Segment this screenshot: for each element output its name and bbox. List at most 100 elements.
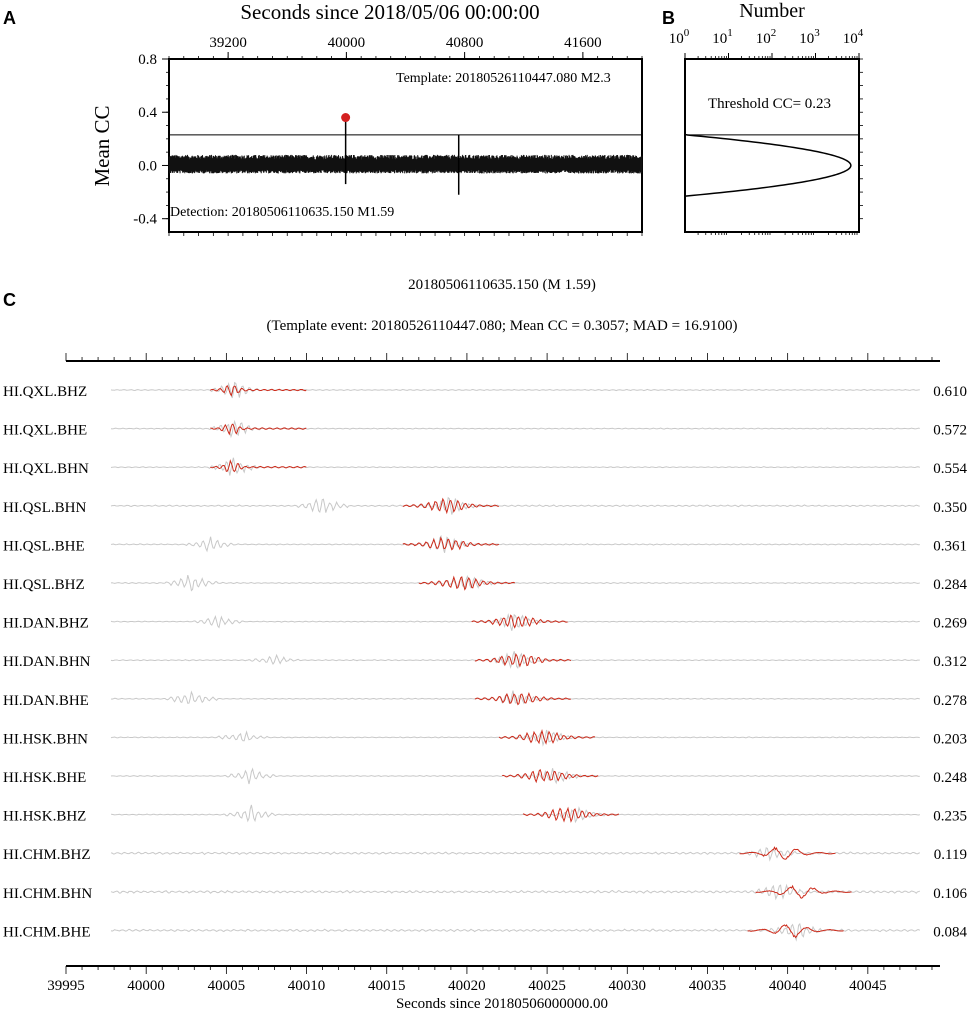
trace-row: HI.CHM.BHE 0.084 <box>3 922 968 942</box>
station-label: HI.QSL.BHZ <box>3 577 85 593</box>
continuous-waveform <box>110 651 920 670</box>
template-waveform <box>474 692 572 706</box>
trace-row: HI.QXL.BHZ 0.610 <box>3 381 967 400</box>
panel-c-xtick-label: 40030 <box>609 978 647 994</box>
panel-c-xtick-label: 40025 <box>528 978 566 994</box>
panel-c-xtick-label: 40000 <box>127 978 165 994</box>
trace-row: HI.QSL.BHN 0.350 <box>3 496 967 516</box>
panel-a-xtick-label: 41600 <box>564 35 602 51</box>
template-waveform <box>522 806 620 823</box>
panel-a-xtick-label: 40800 <box>446 35 484 51</box>
cc-value: 0.278 <box>933 693 967 709</box>
panel-a-title: Seconds since 2018/05/06 00:00:00 <box>240 0 539 24</box>
trace-row: HI.DAN.BHE 0.278 <box>3 690 967 709</box>
panel-b-xtick-label: 100 <box>669 27 690 47</box>
continuous-waveform <box>110 804 920 824</box>
station-label: HI.QSL.BHE <box>3 538 85 554</box>
station-label: HI.HSK.BHE <box>3 770 86 786</box>
panel-label-b: B <box>662 8 675 28</box>
template-waveform <box>502 768 599 784</box>
continuous-waveform <box>110 883 920 901</box>
template-waveform <box>418 575 516 591</box>
continuous-waveform <box>110 847 921 862</box>
cc-value: 0.106 <box>933 886 967 902</box>
cc-value: 0.203 <box>933 731 967 747</box>
template-waveform <box>747 924 844 939</box>
cc-value: 0.610 <box>933 384 967 400</box>
cc-value: 0.572 <box>933 423 967 439</box>
panel-a-ytick-label: -0.4 <box>133 212 157 228</box>
panel-label-a: A <box>3 8 16 28</box>
trace-row: HI.DAN.BHN 0.312 <box>3 651 967 670</box>
panel-label-c: C <box>3 290 16 310</box>
panel-a-ytick-label: 0.4 <box>138 105 157 121</box>
panel-c-xtick-label: 40035 <box>689 978 727 994</box>
station-label: HI.CHM.BHN <box>3 886 92 902</box>
cc-value: 0.554 <box>933 461 967 477</box>
trace-row: HI.QSL.BHZ 0.284 <box>3 574 968 593</box>
cc-distribution-curve <box>684 114 852 213</box>
continuous-waveform <box>110 496 920 515</box>
panel-b-xtick-label: 102 <box>756 27 777 47</box>
panel-a-ticks: 39200 40000 40800 41600 0.8 0.4 0.0 -0.4 <box>133 35 643 236</box>
trace-row: HI.DAN.BHZ 0.269 <box>3 613 967 632</box>
panel-c-subtitle: (Template event: 20180526110447.080; Mea… <box>266 318 737 334</box>
panel-b-xtick-label: 101 <box>712 27 733 47</box>
cc-value: 0.361 <box>933 538 967 554</box>
continuous-waveform <box>110 419 920 439</box>
trace-row: HI.CHM.BHZ 0.119 <box>3 846 967 863</box>
trace-row: HI.QXL.BHE 0.572 <box>3 419 967 439</box>
panel-c-xlabel: Seconds since 20180506000000.00 <box>396 996 608 1012</box>
station-label: HI.HSK.BHZ <box>3 809 86 825</box>
template-waveform <box>402 497 499 515</box>
trace-row: HI.QXL.BHN 0.554 <box>3 457 968 477</box>
continuous-waveform <box>110 534 920 553</box>
panel-c-xtick-label: 40045 <box>849 978 887 994</box>
cc-value: 0.269 <box>933 616 967 632</box>
station-label: HI.QSL.BHN <box>3 500 87 516</box>
trace-row: HI.CHM.BHN 0.106 <box>3 883 968 902</box>
continuous-waveform <box>110 613 920 631</box>
continuous-waveform <box>110 922 921 942</box>
panel-c-xtick-label: 40015 <box>368 978 406 994</box>
station-label: HI.QXL.BHZ <box>3 384 87 400</box>
template-waveform <box>402 536 500 551</box>
continuous-waveform <box>110 381 920 399</box>
continuous-waveform <box>110 690 920 705</box>
threshold-label: Threshold CC= 0.23 <box>708 96 831 112</box>
cc-value: 0.119 <box>934 847 967 863</box>
station-label: HI.DAN.BHZ <box>3 616 89 632</box>
panel-b-frame <box>684 58 860 233</box>
cc-noise-trace <box>168 154 643 174</box>
detection-marker <box>341 113 351 123</box>
continuous-waveform <box>110 729 920 747</box>
panel-c-xtick-label: 40005 <box>208 978 246 994</box>
trace-row: HI.QSL.BHE 0.361 <box>3 534 967 554</box>
template-waveform <box>471 614 568 629</box>
panel-b-plot <box>684 114 859 213</box>
panel-c-title: 20180506110635.150 (M 1.59) <box>408 277 596 293</box>
station-label: HI.HSK.BHN <box>3 731 88 747</box>
panel-c-xtick-label: 40010 <box>288 978 326 994</box>
template-waveform <box>210 385 307 397</box>
panel-c-xtick-label: 39995 <box>47 978 85 994</box>
detection-label: Detection: 20180506110635.150 M1.59 <box>170 205 394 220</box>
trace-row: HI.HSK.BHZ 0.235 <box>3 804 967 825</box>
station-label: HI.QXL.BHE <box>3 423 87 439</box>
panel-b-histogram: Number 100 101 102 103 104 Threshold CC= 0.2… <box>669 0 864 235</box>
panel-c-xtick-label: 40040 <box>769 978 807 994</box>
station-label: HI.DAN.BHN <box>3 654 91 670</box>
cc-value: 0.235 <box>933 809 967 825</box>
station-label: HI.CHM.BHE <box>3 924 91 940</box>
station-label: HI.QXL.BHN <box>3 461 89 477</box>
template-waveform <box>474 653 572 668</box>
panel-c-xtick-label: 40020 <box>448 978 486 994</box>
panel-a-cc-trace <box>168 113 643 195</box>
cc-value: 0.248 <box>933 770 967 786</box>
station-label: HI.DAN.BHE <box>3 693 89 709</box>
cc-value: 0.312 <box>933 654 967 670</box>
template-waveform <box>498 728 596 745</box>
cc-value: 0.284 <box>933 577 967 593</box>
template-waveform <box>755 884 852 899</box>
